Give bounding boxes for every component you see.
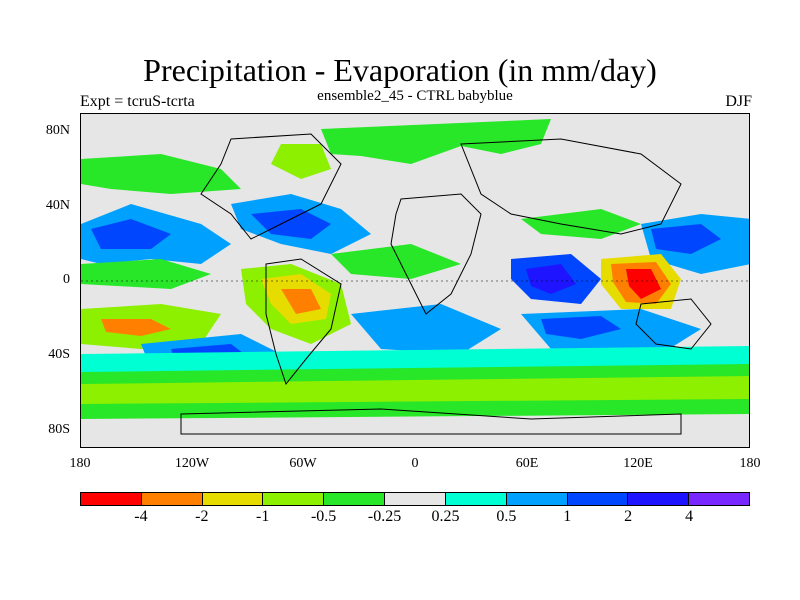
colorbar	[80, 492, 750, 506]
colorbar-label: 0.25	[431, 508, 460, 525]
colorbar-swatch	[324, 493, 386, 505]
colorbar-label: 4	[685, 508, 694, 525]
season-label: DJF	[725, 93, 752, 110]
colorbar-label: -4	[134, 508, 148, 525]
colorbar-label: -1	[256, 508, 270, 525]
lat-label-0: 0	[63, 272, 70, 287]
lon-label-60w: 60W	[289, 456, 317, 471]
lon-label-120w: 120W	[174, 456, 210, 471]
lon-label-120e: 120E	[623, 456, 653, 471]
colorbar-swatch	[689, 493, 749, 505]
precip-evap-map	[81, 114, 749, 447]
ensemble-label: ensemble2_45 - CTRL babyblue	[317, 88, 513, 104]
experiment-label: Expt = tcruS-tcrta	[80, 93, 195, 110]
colorbar-swatch	[445, 493, 507, 505]
lon-label-0: 0	[411, 456, 419, 471]
lon-label-60e: 60E	[515, 456, 539, 471]
colorbar-label: 0.5	[496, 508, 517, 525]
lon-label-180w: 180	[69, 456, 91, 471]
lat-label-80s: 80S	[48, 422, 70, 437]
lat-label-40s: 40S	[48, 347, 70, 362]
colorbar-swatch	[263, 493, 325, 505]
lat-label-40n: 40N	[45, 198, 70, 213]
lon-label-180e: 180	[739, 456, 761, 471]
map-panel	[80, 113, 750, 448]
colorbar-swatch	[506, 493, 568, 505]
lat-label-80n: 80N	[45, 123, 70, 138]
colorbar-swatch	[141, 493, 203, 505]
colorbar-label: -0.5	[310, 508, 337, 525]
colorbar-swatch	[385, 493, 446, 505]
colorbar-label: 1	[563, 508, 572, 525]
colorbar-swatch	[567, 493, 629, 505]
colorbar-swatch	[628, 493, 690, 505]
colorbar-swatch	[81, 493, 142, 505]
colorbar-label: -0.25	[367, 508, 402, 525]
colorbar-swatch	[202, 493, 264, 505]
colorbar-label: 2	[624, 508, 633, 525]
colorbar-label: -2	[195, 508, 209, 525]
map-title: Precipitation - Evaporation (in mm/day)	[143, 52, 657, 88]
